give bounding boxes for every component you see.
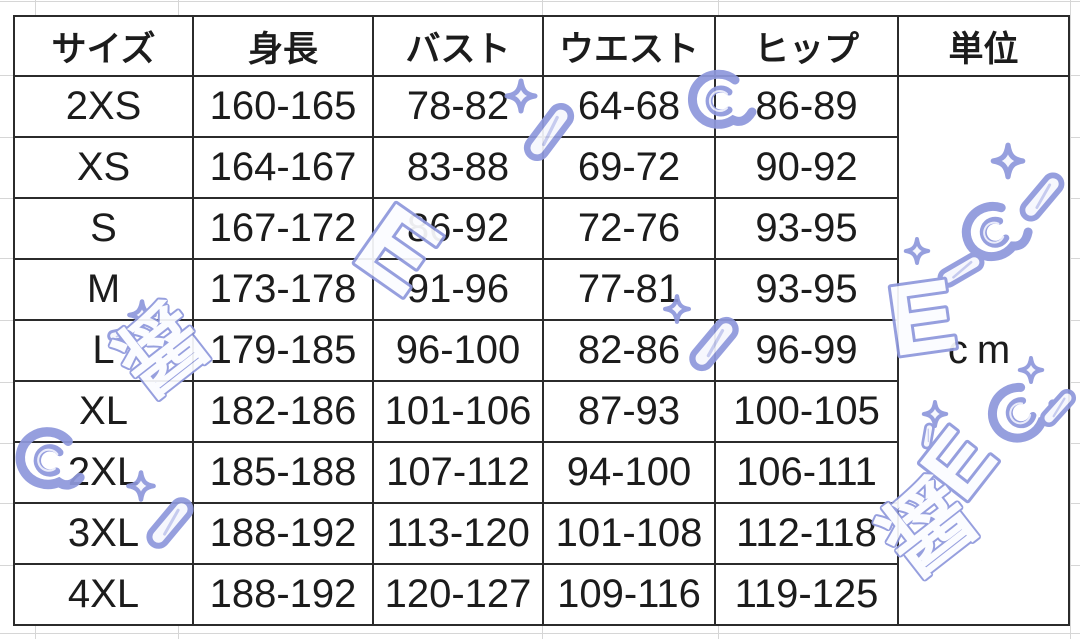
gridline [0,1,1080,2]
cell-bust: 113-120 [372,502,544,565]
cell-size: 4XL [13,563,194,626]
cell-height: 188-192 [192,502,374,565]
cell-hip: 119-125 [714,563,899,626]
table-row: 3XL 188-192 113-120 101-108 112-118 [13,502,1069,565]
cell-height: 173-178 [192,258,374,321]
cell-bust: 78-82 [372,75,544,138]
cell-size: 2XL [13,441,194,504]
cell-size: 2XS [13,75,194,138]
table-row: L 179-185 96-100 82-86 96-99 [13,319,1069,382]
cell-hip: 93-95 [714,197,899,260]
cell-hip: 90-92 [714,136,899,199]
cell-bust: 107-112 [372,441,544,504]
cell-bust: 96-100 [372,319,544,382]
cell-waist: 82-86 [542,319,716,382]
cell-size: XS [13,136,194,199]
cell-size: M [13,258,194,321]
cell-waist: 72-76 [542,197,716,260]
column-header-unit: 単位 [897,15,1070,77]
cell-hip: 86-89 [714,75,899,138]
column-header-hip: ヒップ [714,15,899,77]
header-row: サイズ 身長 バスト ウエスト ヒップ 単位 [13,15,1070,77]
cell-waist: 109-116 [542,563,716,626]
gridline [1070,0,1071,639]
table-row: 2XS 160-165 78-82 64-68 86-89 cm [13,75,1070,626]
cell-size: XL [13,380,194,443]
cell-waist: 87-93 [542,380,716,443]
cell-bust: 101-106 [372,380,544,443]
cell-height: 164-167 [192,136,374,199]
cell-hip: 106-111 [714,441,899,504]
table-row: XS 164-167 83-88 69-72 90-92 [13,136,1069,199]
cell-waist: 64-68 [542,75,716,138]
cell-bust: 83-88 [372,136,544,199]
cell-height: 182-186 [192,380,374,443]
column-header-waist: ウエスト [542,15,716,77]
cell-height: 160-165 [192,75,374,138]
cell-waist: 101-108 [542,502,716,565]
cell-waist: 94-100 [542,441,716,504]
cell-waist: 69-72 [542,136,716,199]
table-row: S 167-172 86-92 72-76 93-95 [13,197,1069,260]
cell-size: 3XL [13,502,194,565]
cell-size: L [13,319,194,382]
gridline [0,633,1080,634]
table-row: M 173-178 91-96 77-81 93-95 [13,258,1069,321]
cell-height: 179-185 [192,319,374,382]
cell-height: 188-192 [192,563,374,626]
column-header-size: サイズ [13,15,194,77]
cell-hip: 100-105 [714,380,899,443]
cell-bust: 120-127 [372,563,544,626]
cell-height: 185-188 [192,441,374,504]
table-row: 2XL 185-188 107-112 94-100 106-111 [13,441,1069,504]
cell-hip: 93-95 [714,258,899,321]
unit-value-cell: cm [897,75,1070,626]
cell-waist: 77-81 [542,258,716,321]
cell-bust: 91-96 [372,258,544,321]
cell-height: 167-172 [192,197,374,260]
cell-size: S [13,197,194,260]
column-header-bust: バスト [372,15,544,77]
cell-bust: 86-92 [372,197,544,260]
table-row: 4XL 188-192 120-127 109-116 119-125 [13,563,1069,626]
cell-hip: 112-118 [714,502,899,565]
cell-hip: 96-99 [714,319,899,382]
column-header-height: 身長 [192,15,374,77]
size-chart-table: サイズ 身長 バスト ウエスト ヒップ 単位 2XS 160-165 78-82… [13,15,1070,626]
